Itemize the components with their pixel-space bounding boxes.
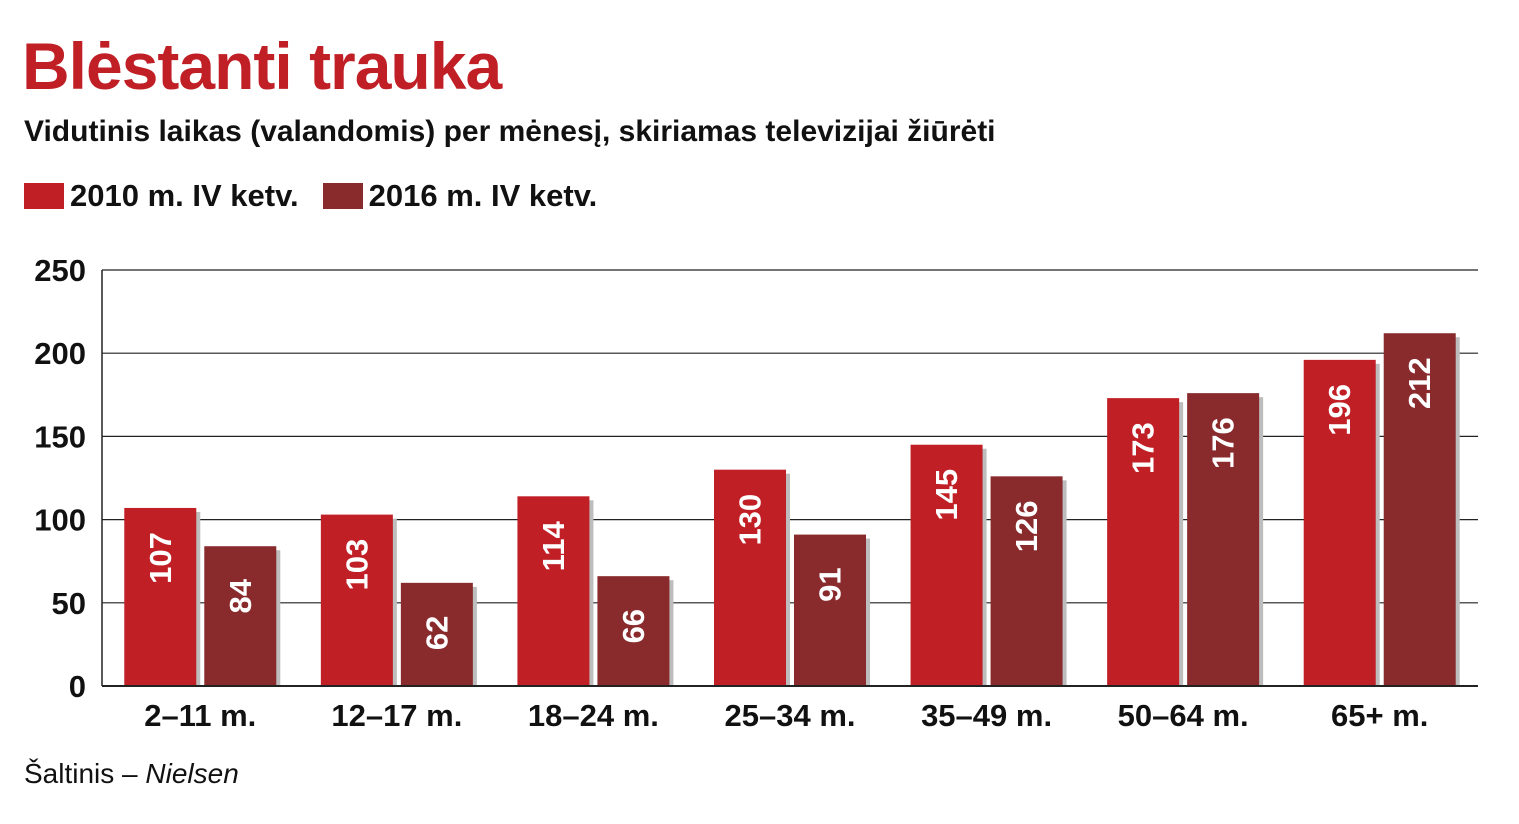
bar [400,582,473,686]
legend-swatch-2010 [24,183,64,209]
bar-value-label: 145 [929,469,964,521]
bar [204,546,277,686]
y-tick-label: 150 [34,419,86,454]
y-tick-label: 250 [34,253,86,288]
legend: 2010 m. IV ketv. 2016 m. IV ketv. [24,176,621,216]
source-name: Nielsen [145,758,239,789]
legend-item-2010: 2010 m. IV ketv. [24,178,299,214]
bar-value-label: 130 [733,494,768,546]
bar-value-label: 212 [1402,357,1437,409]
bar [714,469,786,686]
y-tick-label: 50 [52,586,86,621]
x-tick-label: 25–34 m. [725,698,856,733]
legend-item-2016: 2016 m. IV ketv. [322,178,598,214]
source-prefix: Šaltinis – [24,758,138,789]
y-tick-label: 0 [69,669,86,704]
x-tick-label: 65+ m. [1331,698,1428,733]
bar-value-label: 84 [223,578,258,613]
legend-label-2010: 2010 m. IV ketv. [70,178,299,213]
x-tick-label: 12–17 m. [331,698,462,733]
x-tick-label: 35–49 m. [921,698,1052,733]
x-tick-label: 18–24 m. [528,698,659,733]
legend-label-2016: 2016 m. IV ketv. [368,178,598,213]
bar-value-label: 176 [1206,417,1241,469]
bar [990,476,1063,686]
bar [1383,333,1456,686]
source-note: Šaltinis – Nielsen [24,758,239,790]
bar-value-label: 91 [813,567,848,601]
y-tick-label: 100 [34,503,86,538]
bar [1107,398,1180,686]
bar [794,534,866,686]
bar [1303,359,1376,686]
bar-value-label: 66 [616,609,651,643]
chart-subtitle: Vidutinis laikas (valandomis) per mėnesį… [24,115,996,148]
bar-value-label: 107 [143,532,178,584]
y-tick-label: 200 [34,336,86,371]
bar [320,514,393,686]
bar-value-label: 173 [1126,422,1161,474]
legend-swatch-2016 [322,183,363,209]
bar [517,496,590,686]
x-tick-label: 50–64 m. [1118,698,1249,733]
bar-value-label: 114 [536,521,571,572]
bar-value-label: 196 [1322,384,1357,436]
bar [124,507,197,686]
chart-title: Blėstanti trauka [22,29,502,103]
x-tick-label: 2–11 m. [144,698,256,733]
bar-value-label: 62 [419,616,454,650]
bar [1187,393,1260,686]
bar-value-label: 103 [339,539,374,591]
bar [597,576,670,686]
bar [910,444,983,686]
bar-value-label: 126 [1009,500,1044,552]
